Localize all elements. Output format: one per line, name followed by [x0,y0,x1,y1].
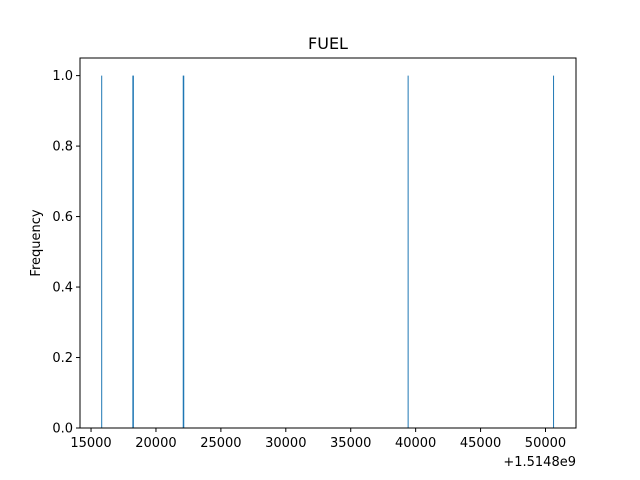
histogram-bar-6 [407,75,409,428]
histogram-bar-1 [101,75,103,428]
y-tick-label: 0.8 [52,140,73,155]
x-tick-label: 45000 [460,436,501,451]
plot-frame [79,57,577,429]
x-tick-label: 30000 [265,436,306,451]
y-tick-label: 0.2 [52,351,73,366]
histogram-bar-5 [183,75,185,428]
chart-title: FUEL [308,34,348,53]
histogram-bar-3 [132,75,134,428]
histogram-bar-2 [132,75,134,428]
x-offset-label: +1.5148e9 [503,455,576,470]
histogram-bar-4 [182,75,184,428]
y-tick-label: 0.4 [52,281,73,296]
y-axis: 0.0 0.2 0.4 0.6 0.8 1.0 [52,69,80,437]
y-axis-label: Frequency [29,209,44,276]
y-tick-label: 0.6 [52,210,73,225]
x-tick-label: 35000 [330,436,371,451]
y-tick-label: 1.0 [52,69,73,84]
y-tick-label: 0.0 [52,422,73,437]
histogram-bar-7 [553,75,555,428]
bars-group [101,75,555,428]
x-tick-label: 15000 [70,436,111,451]
x-tick-label: 25000 [200,436,241,451]
x-tick-label: 50000 [525,436,566,451]
x-axis: 15000 20000 25000 30000 35000 40000 45000 50000 [70,428,566,451]
x-tick-label: 40000 [395,436,436,451]
x-tick-label: 20000 [135,436,176,451]
